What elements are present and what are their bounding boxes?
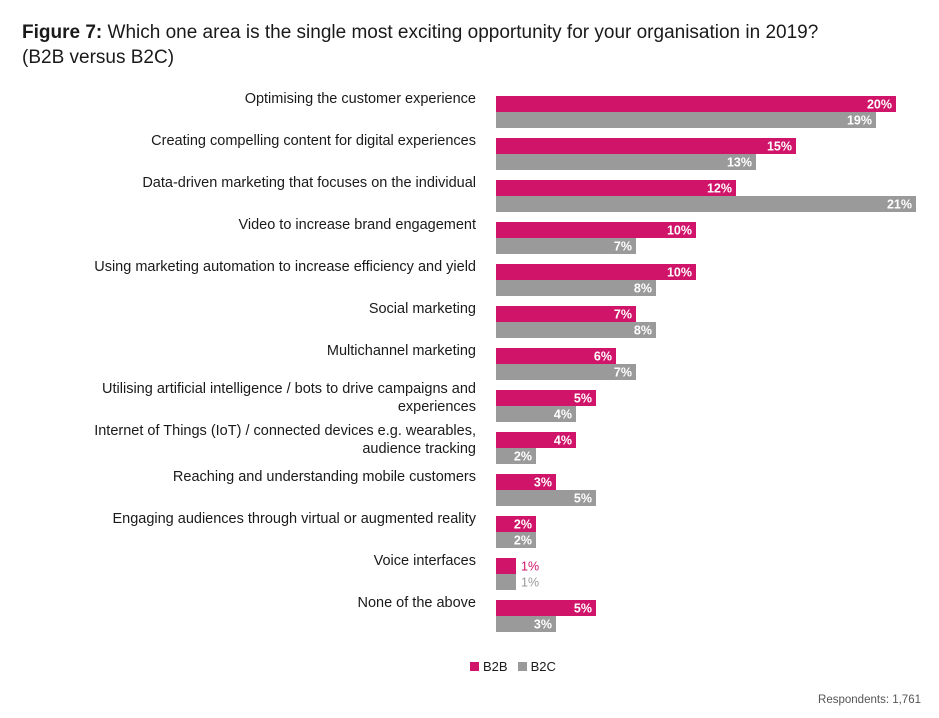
data-label-b2b: 15%: [767, 140, 792, 154]
data-label-b2c: 8%: [634, 282, 652, 296]
legend-item-b2b: B2B: [470, 659, 508, 674]
legend-swatch-b2c: [517, 662, 527, 671]
data-label-b2b: 5%: [574, 602, 592, 616]
category-label: Social marketing: [369, 301, 476, 317]
chart-subtitle: (B2B versus B2C): [22, 47, 175, 68]
category-label: Utilising artificial intelligence / bots…: [102, 381, 476, 397]
bar-b2b: [496, 264, 696, 280]
figure-label: Figure 7:: [22, 22, 103, 43]
data-label-b2c: 1%: [521, 576, 539, 590]
legend-label-b2c: B2C: [530, 659, 556, 674]
legend-swatch-b2b: [470, 662, 479, 671]
bar-b2b: [496, 96, 896, 112]
data-label-b2b: 1%: [521, 560, 539, 574]
data-label-b2c: 19%: [847, 114, 872, 128]
data-label-b2b: 2%: [514, 518, 532, 532]
category-label: audience tracking: [362, 441, 476, 457]
bar-b2b: [496, 348, 616, 364]
bar-b2b: [496, 600, 596, 616]
data-label-b2c: 5%: [574, 492, 592, 506]
bar-b2b: [496, 558, 516, 574]
bar-b2c: [496, 280, 656, 296]
category-label: Using marketing automation to increase e…: [94, 259, 476, 275]
bar-b2b: [496, 390, 596, 406]
bar-b2c: [496, 532, 536, 548]
data-label-b2b: 6%: [594, 350, 612, 364]
legend-item-b2c: B2C: [517, 659, 556, 674]
bar-b2c: [496, 196, 916, 212]
bar-b2b: [496, 222, 696, 238]
data-label-b2c: 2%: [514, 534, 532, 548]
category-label: Internet of Things (IoT) / connected dev…: [94, 423, 476, 439]
bar-b2c: [496, 616, 556, 632]
category-label: Optimising the customer experience: [245, 91, 476, 107]
category-label: Engaging audiences through virtual or au…: [112, 511, 476, 527]
bar-b2c: [496, 112, 876, 128]
data-label-b2c: 8%: [634, 324, 652, 338]
data-label-b2c: 7%: [614, 240, 632, 254]
bar-b2b: [496, 474, 556, 490]
bar-b2c: [496, 154, 756, 170]
bar-b2b: [496, 180, 736, 196]
bar-b2c: [496, 448, 536, 464]
category-label: Video to increase brand engagement: [238, 217, 476, 233]
bar-b2b: [496, 306, 636, 322]
category-label: Creating compelling content for digital …: [151, 133, 476, 149]
bar-b2b: [496, 516, 536, 532]
data-label-b2c: 4%: [554, 408, 572, 422]
data-label-b2b: 7%: [614, 308, 632, 322]
data-label-b2b: 5%: [574, 392, 592, 406]
category-label: experiences: [398, 399, 476, 415]
bar-b2c: [496, 406, 576, 422]
data-label-b2b: 20%: [867, 98, 892, 112]
bar-b2c: [496, 322, 656, 338]
legend: B2B B2C: [470, 659, 556, 674]
bar-b2b: [496, 432, 576, 448]
bar-b2b: [496, 138, 796, 154]
data-label-b2b: 10%: [667, 224, 692, 238]
data-label-b2c: 3%: [534, 618, 552, 632]
respondents-note: Respondents: 1,761: [818, 694, 921, 706]
data-label-b2b: 3%: [534, 476, 552, 490]
bar-b2c: [496, 364, 636, 380]
category-label: Data-driven marketing that focuses on th…: [142, 175, 476, 191]
data-label-b2c: 13%: [727, 156, 752, 170]
bar-b2c: [496, 238, 636, 254]
bar-b2c: [496, 574, 516, 590]
data-label-b2b: 4%: [554, 434, 572, 448]
data-label-b2c: 2%: [514, 450, 532, 464]
chart-title: Figure 7: Which one area is the single m…: [22, 20, 922, 70]
category-label: Voice interfaces: [374, 553, 476, 569]
data-label-b2c: 7%: [614, 366, 632, 380]
legend-label-b2b: B2B: [483, 659, 508, 674]
data-label-b2c: 21%: [887, 198, 912, 212]
data-label-b2b: 10%: [667, 266, 692, 280]
data-label-b2b: 12%: [707, 182, 732, 196]
title-text: Which one area is the single most exciti…: [107, 22, 819, 43]
bar-chart: Optimising the customer experience 20% 19%…: [94, 91, 916, 632]
category-label: Reaching and understanding mobile custom…: [173, 469, 476, 485]
category-label: None of the above: [357, 595, 476, 611]
category-label: Multichannel marketing: [327, 343, 476, 359]
bar-b2c: [496, 490, 596, 506]
